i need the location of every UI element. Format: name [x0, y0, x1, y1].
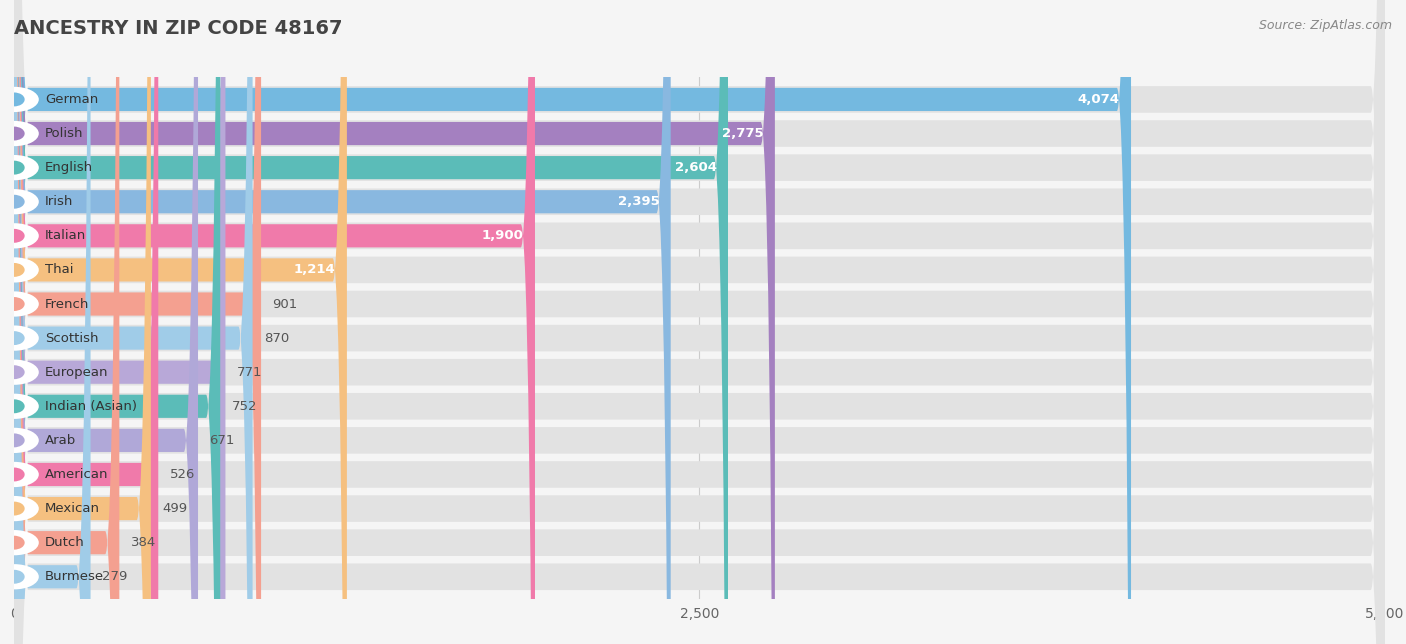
FancyBboxPatch shape [14, 0, 1385, 644]
FancyBboxPatch shape [14, 0, 159, 644]
FancyBboxPatch shape [14, 0, 262, 644]
FancyBboxPatch shape [14, 0, 347, 644]
Ellipse shape [3, 263, 25, 277]
FancyBboxPatch shape [14, 0, 671, 644]
FancyBboxPatch shape [14, 0, 1385, 644]
Text: Dutch: Dutch [45, 536, 84, 549]
Text: European: European [45, 366, 108, 379]
FancyBboxPatch shape [14, 0, 120, 644]
Text: 499: 499 [162, 502, 187, 515]
Text: 1,900: 1,900 [482, 229, 523, 242]
FancyBboxPatch shape [14, 0, 90, 644]
FancyBboxPatch shape [14, 0, 225, 644]
FancyBboxPatch shape [14, 0, 534, 644]
FancyBboxPatch shape [14, 0, 1385, 644]
Ellipse shape [0, 496, 39, 521]
FancyBboxPatch shape [14, 0, 1385, 644]
Text: 2,395: 2,395 [617, 195, 659, 208]
Text: Irish: Irish [45, 195, 73, 208]
Ellipse shape [3, 297, 25, 311]
FancyBboxPatch shape [14, 0, 1385, 644]
Text: American: American [45, 468, 108, 481]
FancyBboxPatch shape [14, 0, 1385, 644]
Ellipse shape [3, 365, 25, 379]
Ellipse shape [3, 194, 25, 209]
Ellipse shape [3, 93, 25, 106]
Text: 2,604: 2,604 [675, 161, 717, 174]
FancyBboxPatch shape [14, 0, 728, 644]
Ellipse shape [3, 127, 25, 140]
FancyBboxPatch shape [14, 0, 1130, 644]
Ellipse shape [0, 291, 39, 317]
Text: 1,214: 1,214 [294, 263, 336, 276]
Text: 752: 752 [232, 400, 257, 413]
Ellipse shape [3, 502, 25, 516]
FancyBboxPatch shape [14, 0, 1385, 644]
Ellipse shape [0, 189, 39, 214]
FancyBboxPatch shape [14, 0, 1385, 644]
Text: Scottish: Scottish [45, 332, 98, 345]
FancyBboxPatch shape [14, 0, 198, 644]
FancyBboxPatch shape [14, 0, 775, 644]
FancyBboxPatch shape [14, 0, 1385, 644]
Text: 771: 771 [236, 366, 263, 379]
Text: ANCESTRY IN ZIP CODE 48167: ANCESTRY IN ZIP CODE 48167 [14, 19, 343, 39]
Text: 526: 526 [170, 468, 195, 481]
Text: Source: ZipAtlas.com: Source: ZipAtlas.com [1258, 19, 1392, 32]
Text: Mexican: Mexican [45, 502, 100, 515]
Ellipse shape [0, 462, 39, 487]
FancyBboxPatch shape [14, 0, 221, 644]
Ellipse shape [0, 393, 39, 419]
Ellipse shape [0, 87, 39, 112]
Ellipse shape [0, 428, 39, 453]
Ellipse shape [3, 433, 25, 448]
Ellipse shape [3, 229, 25, 243]
Ellipse shape [0, 121, 39, 146]
Text: Arab: Arab [45, 434, 76, 447]
Ellipse shape [0, 258, 39, 283]
Text: 384: 384 [131, 536, 156, 549]
Text: English: English [45, 161, 93, 174]
FancyBboxPatch shape [14, 0, 253, 644]
Ellipse shape [0, 530, 39, 555]
FancyBboxPatch shape [14, 0, 1385, 644]
Ellipse shape [3, 160, 25, 175]
FancyBboxPatch shape [14, 0, 1385, 644]
Ellipse shape [0, 359, 39, 385]
Text: Italian: Italian [45, 229, 86, 242]
Ellipse shape [0, 564, 39, 589]
Text: Thai: Thai [45, 263, 73, 276]
Text: Burmese: Burmese [45, 570, 104, 583]
FancyBboxPatch shape [14, 0, 1385, 644]
Text: 870: 870 [264, 332, 290, 345]
Ellipse shape [0, 155, 39, 180]
Ellipse shape [0, 325, 39, 351]
Text: 4,074: 4,074 [1078, 93, 1119, 106]
FancyBboxPatch shape [14, 0, 1385, 644]
Ellipse shape [3, 570, 25, 583]
FancyBboxPatch shape [14, 0, 150, 644]
Text: 2,775: 2,775 [721, 127, 763, 140]
Ellipse shape [0, 223, 39, 249]
Text: 901: 901 [273, 298, 298, 310]
FancyBboxPatch shape [14, 0, 1385, 644]
Ellipse shape [3, 331, 25, 345]
Ellipse shape [3, 399, 25, 413]
Text: Indian (Asian): Indian (Asian) [45, 400, 138, 413]
FancyBboxPatch shape [14, 0, 1385, 644]
Text: French: French [45, 298, 90, 310]
Text: German: German [45, 93, 98, 106]
Ellipse shape [3, 468, 25, 482]
Text: 279: 279 [101, 570, 127, 583]
Ellipse shape [3, 536, 25, 549]
Text: 671: 671 [209, 434, 235, 447]
Text: Polish: Polish [45, 127, 84, 140]
